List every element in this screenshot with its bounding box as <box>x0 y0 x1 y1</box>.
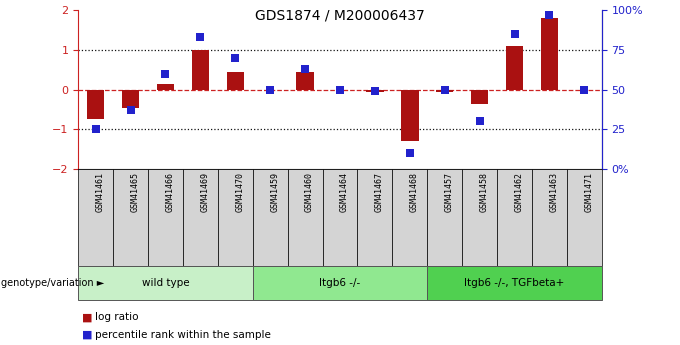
Text: ■: ■ <box>82 313 92 322</box>
Bar <box>192 50 209 90</box>
Bar <box>322 169 358 266</box>
Text: GSM41461: GSM41461 <box>96 172 105 212</box>
Bar <box>253 266 427 300</box>
Bar <box>471 90 488 104</box>
Bar <box>218 169 253 266</box>
Bar <box>78 266 253 300</box>
Text: GDS1874 / M200006437: GDS1874 / M200006437 <box>255 9 425 23</box>
Text: ■: ■ <box>82 330 92 339</box>
Bar <box>392 169 427 266</box>
Text: GSM41470: GSM41470 <box>235 172 244 212</box>
Bar <box>506 46 524 90</box>
Bar <box>427 266 602 300</box>
Bar <box>288 169 322 266</box>
Point <box>125 108 136 113</box>
Text: GSM41466: GSM41466 <box>165 172 175 212</box>
Text: GSM41471: GSM41471 <box>584 172 594 212</box>
Bar <box>148 169 183 266</box>
Bar <box>497 169 532 266</box>
Bar <box>436 90 454 92</box>
Text: GSM41464: GSM41464 <box>340 172 349 212</box>
Point <box>195 34 206 40</box>
Bar <box>183 169 218 266</box>
Text: wild type: wild type <box>141 278 189 288</box>
Text: genotype/variation ►: genotype/variation ► <box>1 278 105 288</box>
Text: GSM41463: GSM41463 <box>549 172 558 212</box>
Text: GSM41465: GSM41465 <box>131 172 139 212</box>
Point <box>369 89 380 94</box>
Point <box>405 150 415 156</box>
Text: GSM41462: GSM41462 <box>515 172 524 212</box>
Bar <box>78 169 113 266</box>
Bar <box>156 84 174 90</box>
Text: GSM41469: GSM41469 <box>201 172 209 212</box>
Text: percentile rank within the sample: percentile rank within the sample <box>95 330 271 339</box>
Bar <box>226 72 244 90</box>
Bar <box>87 90 105 119</box>
Bar <box>113 169 148 266</box>
Bar <box>296 72 313 90</box>
Point <box>439 87 450 92</box>
Text: GSM41467: GSM41467 <box>375 172 384 212</box>
Text: Itgb6 -/-, TGFbeta+: Itgb6 -/-, TGFbeta+ <box>464 278 564 288</box>
Point <box>579 87 590 92</box>
Bar <box>122 90 139 108</box>
Bar <box>567 169 602 266</box>
Text: GSM41460: GSM41460 <box>305 172 314 212</box>
Point <box>160 71 171 77</box>
Bar <box>427 169 462 266</box>
Text: GSM41468: GSM41468 <box>410 172 419 212</box>
Point <box>474 119 485 124</box>
Bar <box>366 90 384 92</box>
Text: GSM41458: GSM41458 <box>479 172 489 212</box>
Text: GSM41459: GSM41459 <box>270 172 279 212</box>
Point <box>230 55 241 61</box>
Bar <box>532 169 567 266</box>
Point <box>300 66 311 72</box>
Text: log ratio: log ratio <box>95 313 139 322</box>
Bar <box>358 169 392 266</box>
Bar <box>462 169 497 266</box>
Point <box>90 127 101 132</box>
Point <box>335 87 345 92</box>
Bar <box>541 18 558 90</box>
Point <box>544 12 555 18</box>
Point <box>265 87 275 92</box>
Bar <box>401 90 418 141</box>
Point <box>509 31 520 37</box>
Bar <box>253 169 288 266</box>
Text: GSM41457: GSM41457 <box>445 172 454 212</box>
Text: Itgb6 -/-: Itgb6 -/- <box>320 278 360 288</box>
